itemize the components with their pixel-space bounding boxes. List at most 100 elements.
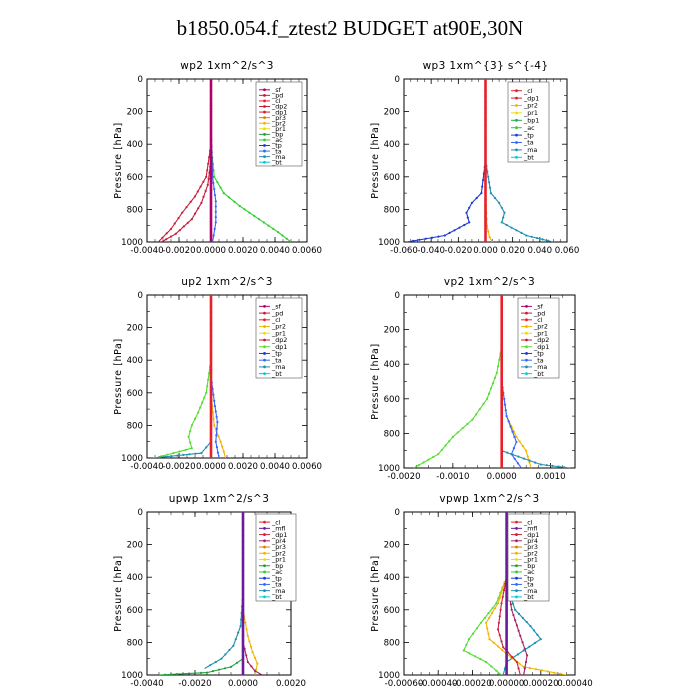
series-marker <box>241 522 245 525</box>
series-marker <box>209 379 213 382</box>
series-marker <box>241 598 245 601</box>
series-marker <box>502 216 505 219</box>
series-marker <box>525 234 528 237</box>
series-marker <box>484 146 487 149</box>
series-marker <box>470 201 473 204</box>
series-marker <box>523 647 526 651</box>
legend-marker <box>263 318 266 322</box>
series-marker <box>417 464 420 467</box>
series-marker <box>500 295 503 297</box>
series-marker <box>497 365 500 368</box>
series-marker <box>522 665 525 669</box>
series-marker <box>209 426 213 429</box>
y-tick-label: 1000 <box>378 671 400 681</box>
series-marker <box>182 453 185 456</box>
legend-marker <box>263 589 266 593</box>
legend-marker <box>263 352 266 355</box>
legend-box <box>507 81 550 163</box>
legend-label: _pr4 <box>523 537 538 545</box>
legend-label: _bt <box>523 593 534 601</box>
series-marker <box>176 454 179 457</box>
legend-marker <box>515 570 518 574</box>
series-marker <box>443 234 446 237</box>
x-tick-label: -0.00040 <box>419 679 458 689</box>
series-marker <box>215 446 218 449</box>
series-line <box>157 79 212 242</box>
y-tick-label: 1000 <box>378 464 400 474</box>
legend-label: _ac <box>523 124 535 132</box>
series-marker <box>500 312 503 315</box>
figure-title: b1850.054.f_ztest2 BUDGET at90E,30N <box>176 16 524 40</box>
series-marker <box>209 206 213 209</box>
legend-marker <box>515 576 518 580</box>
series-marker <box>209 339 213 342</box>
series-marker <box>241 633 245 636</box>
y-tick-label: 800 <box>384 638 400 648</box>
series-marker <box>484 129 487 132</box>
series-marker <box>511 602 515 605</box>
series-marker <box>199 185 202 188</box>
series-marker <box>505 609 508 613</box>
series-marker <box>505 580 508 584</box>
series-marker <box>211 670 215 673</box>
series-marker <box>495 602 498 605</box>
series-marker <box>471 632 475 635</box>
series-marker <box>205 671 209 674</box>
panel-title: vpwp 1xm^2/s^3 <box>439 493 539 505</box>
series-marker <box>281 234 284 237</box>
y-tick-label: 0 <box>395 508 400 518</box>
series-marker <box>205 175 208 178</box>
series-marker <box>532 629 536 632</box>
series-marker <box>267 224 270 227</box>
series-marker <box>483 616 486 620</box>
series-marker <box>173 222 176 225</box>
series-marker <box>206 183 209 186</box>
legend-marker <box>515 520 518 524</box>
series-marker <box>540 669 544 672</box>
series-marker <box>212 181 215 184</box>
legend-label: _tp <box>271 142 282 150</box>
series-marker <box>496 602 500 605</box>
series-marker <box>487 632 490 635</box>
legend-marker <box>263 325 266 328</box>
series-line <box>161 79 212 242</box>
series-marker <box>188 453 191 456</box>
series-marker <box>448 440 451 443</box>
x-tick-label: -0.0020 <box>162 462 195 472</box>
series-marker <box>505 545 508 549</box>
legend-label: _dp2 <box>271 103 287 111</box>
series-marker <box>521 641 524 644</box>
series-marker <box>500 640 503 643</box>
legend-marker <box>515 545 518 549</box>
series-marker <box>189 430 192 433</box>
series-marker <box>488 616 491 620</box>
y-axis-label: Pressure [hPa] <box>370 555 381 632</box>
series-marker <box>482 402 485 406</box>
series-marker <box>213 227 216 231</box>
series-marker <box>209 176 213 180</box>
x-tick-label: 0.060 <box>555 246 580 256</box>
series-marker <box>498 634 501 637</box>
x-tick-label: -0.0040 <box>130 246 163 256</box>
legend-marker <box>263 149 266 153</box>
series-marker <box>209 188 213 191</box>
legend-marker <box>263 358 266 362</box>
x-tick-label: 0.020 <box>500 246 525 256</box>
series-marker <box>515 624 519 627</box>
series-marker <box>228 196 231 199</box>
series-marker <box>488 181 491 184</box>
series-marker <box>519 634 522 638</box>
series-marker <box>209 368 213 371</box>
series-marker <box>500 324 503 327</box>
legend-marker <box>515 118 518 122</box>
panel-title: up2 1xm^2/s^3 <box>181 276 273 288</box>
x-tick-label: 0.0000 <box>196 462 226 472</box>
x-tick-label: 0.0040 <box>260 462 290 472</box>
series-marker <box>497 621 500 624</box>
series-marker <box>209 79 213 81</box>
legend-marker <box>515 551 518 555</box>
y-tick-label: 200 <box>384 326 400 336</box>
series-marker <box>216 181 219 184</box>
series-marker <box>178 450 181 453</box>
series-marker <box>215 415 218 418</box>
